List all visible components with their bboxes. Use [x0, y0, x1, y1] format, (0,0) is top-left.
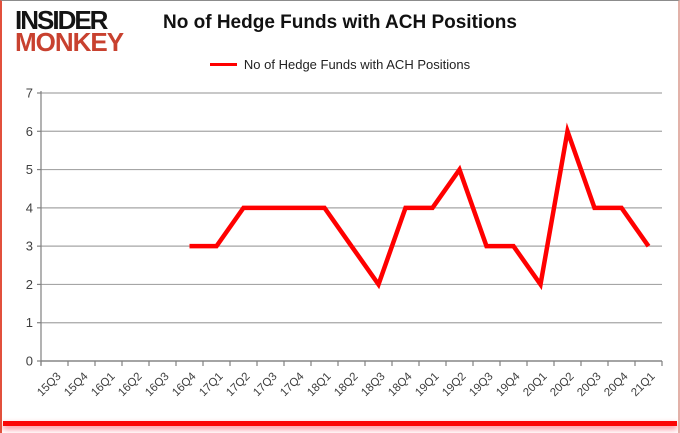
svg-text:19Q3: 19Q3 — [467, 371, 495, 399]
svg-text:17Q2: 17Q2 — [224, 371, 252, 399]
svg-text:1: 1 — [26, 315, 33, 330]
chart-title: No of Hedge Funds with ACH Positions — [163, 12, 517, 33]
svg-text:5: 5 — [26, 162, 33, 177]
data-line-series — [189, 122, 651, 291]
svg-text:18Q4: 18Q4 — [386, 370, 415, 399]
logo-text-insider: INSIDER — [15, 5, 108, 35]
y-axis-labels: 0 1 2 3 4 5 6 7 — [26, 86, 33, 369]
svg-text:17Q3: 17Q3 — [251, 371, 279, 399]
svg-text:19Q1: 19Q1 — [413, 371, 441, 399]
axes — [40, 91, 662, 365]
legend: No of Hedge Funds with ACH Positions — [2, 57, 678, 72]
svg-text:20Q4: 20Q4 — [602, 370, 631, 399]
svg-text:19Q4: 19Q4 — [494, 370, 523, 399]
svg-text:19Q2: 19Q2 — [440, 371, 468, 399]
x-axis-labels: 15Q315Q416Q116Q216Q316Q417Q117Q217Q317Q4… — [35, 370, 657, 399]
svg-text:20Q3: 20Q3 — [575, 371, 603, 399]
svg-text:20Q2: 20Q2 — [548, 371, 576, 399]
svg-text:18Q1: 18Q1 — [305, 371, 333, 399]
svg-text:21Q1: 21Q1 — [629, 371, 657, 399]
svg-text:20Q1: 20Q1 — [521, 371, 549, 399]
svg-text:7: 7 — [26, 86, 33, 101]
svg-text:17Q4: 17Q4 — [278, 370, 307, 399]
svg-text:17Q1: 17Q1 — [197, 371, 225, 399]
svg-text:4: 4 — [26, 200, 33, 215]
svg-text:2: 2 — [26, 277, 33, 292]
svg-text:0: 0 — [26, 354, 33, 369]
svg-text:16Q3: 16Q3 — [143, 371, 171, 399]
x-axis-ticks — [40, 361, 663, 366]
svg-text:18Q3: 18Q3 — [359, 371, 387, 399]
legend-line-sample — [209, 63, 237, 66]
bottom-red-bar — [3, 421, 677, 426]
svg-text:15Q3: 15Q3 — [35, 371, 63, 399]
svg-text:15Q4: 15Q4 — [62, 370, 91, 399]
insider-monkey-logo: INSIDER MONKEY — [15, 5, 124, 57]
svg-text:16Q2: 16Q2 — [116, 371, 144, 399]
svg-text:3: 3 — [26, 239, 33, 254]
svg-text:18Q2: 18Q2 — [332, 371, 360, 399]
svg-text:6: 6 — [26, 124, 33, 139]
svg-text:16Q1: 16Q1 — [89, 371, 117, 399]
legend-label: No of Hedge Funds with ACH Positions — [243, 57, 471, 72]
logo-text-monkey: MONKEY — [15, 26, 124, 57]
svg-text:16Q4: 16Q4 — [170, 370, 199, 399]
